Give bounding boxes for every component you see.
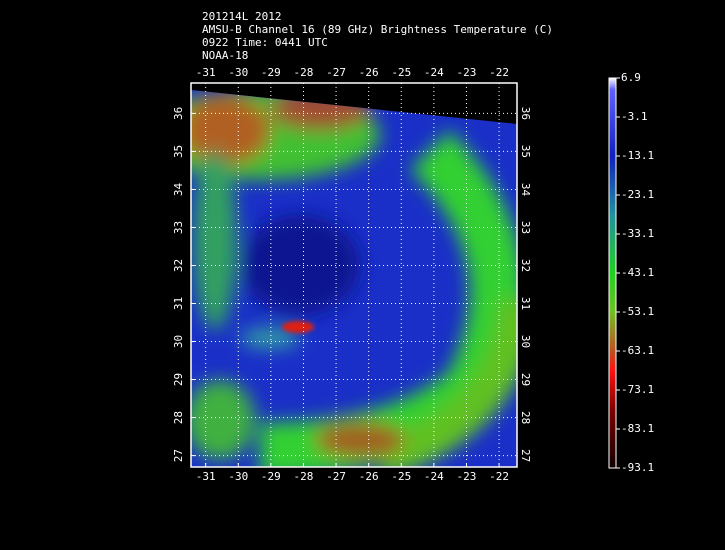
colorbar-label: -43.1 — [621, 266, 654, 279]
y-tick-label: 27 — [172, 449, 185, 462]
x-tick-label: -24 — [424, 66, 444, 79]
x-tick-label: -23 — [457, 66, 477, 79]
x-tick-label: -24 — [424, 470, 444, 483]
y-tick-label: 28 — [519, 411, 532, 424]
y-tick-label: 32 — [172, 259, 185, 272]
colorbar-label: -23.1 — [621, 188, 654, 201]
x-tick-label: -27 — [326, 470, 346, 483]
colorbar-label: -33.1 — [621, 227, 654, 240]
x-tick-label: -22 — [489, 66, 509, 79]
x-tick-label: -22 — [489, 470, 509, 483]
y-tick-label: 29 — [172, 373, 185, 386]
y-tick-label: 35 — [519, 145, 532, 158]
x-tick-label: -26 — [359, 470, 379, 483]
x-tick-label: -25 — [391, 66, 411, 79]
colorbar-label: -73.1 — [621, 383, 654, 396]
y-tick-label: 30 — [172, 335, 185, 348]
colorbar-label: -93.1 — [621, 461, 654, 474]
satellite-image — [191, 90, 517, 467]
y-tick-label: 32 — [519, 259, 532, 272]
x-tick-label: -28 — [294, 66, 314, 79]
x-tick-label: -27 — [326, 66, 346, 79]
x-tick-label: -30 — [228, 470, 248, 483]
x-tick-label: -29 — [261, 470, 281, 483]
y-tick-label: 34 — [519, 183, 532, 197]
colorbar-label: -83.1 — [621, 422, 654, 435]
x-tick-label: -29 — [261, 66, 281, 79]
colorbar-label: -63.1 — [621, 344, 654, 357]
y-tick-label: 36 — [172, 107, 185, 120]
x-tick-label: -28 — [294, 470, 314, 483]
title-line: 0922 Time: 0441 UTC — [202, 36, 328, 49]
y-tick-label: 30 — [519, 335, 532, 348]
colorbar-label: -13.1 — [621, 149, 654, 162]
colorbar — [608, 77, 617, 469]
y-tick-label: 28 — [172, 411, 185, 424]
y-tick-label: 35 — [172, 145, 185, 158]
y-tick-label: 33 — [172, 221, 185, 234]
colorbar-label: 6.9 — [621, 71, 641, 84]
y-tick-label: 36 — [519, 107, 532, 120]
x-tick-label: -30 — [228, 66, 248, 79]
title-line: NOAA-18 — [202, 49, 248, 62]
y-tick-label: 33 — [519, 221, 532, 234]
title-line: AMSU-B Channel 16 (89 GHz) Brightness Te… — [202, 23, 553, 36]
x-tick-label: -26 — [359, 66, 379, 79]
map-frame — [190, 82, 518, 468]
y-tick-label: 27 — [519, 449, 532, 462]
y-tick-label: 31 — [172, 297, 185, 310]
x-tick-label: -23 — [457, 470, 477, 483]
x-tick-label: -25 — [391, 470, 411, 483]
title-line: 201214L 2012 — [202, 10, 281, 23]
y-tick-label: 31 — [519, 297, 532, 310]
x-tick-label: -31 — [196, 66, 216, 79]
x-tick-label: -31 — [196, 470, 216, 483]
y-tick-label: 34 — [172, 182, 185, 196]
colorbar-label: -3.1 — [621, 110, 648, 123]
y-tick-label: 29 — [519, 373, 532, 386]
colorbar-label: -53.1 — [621, 305, 654, 318]
